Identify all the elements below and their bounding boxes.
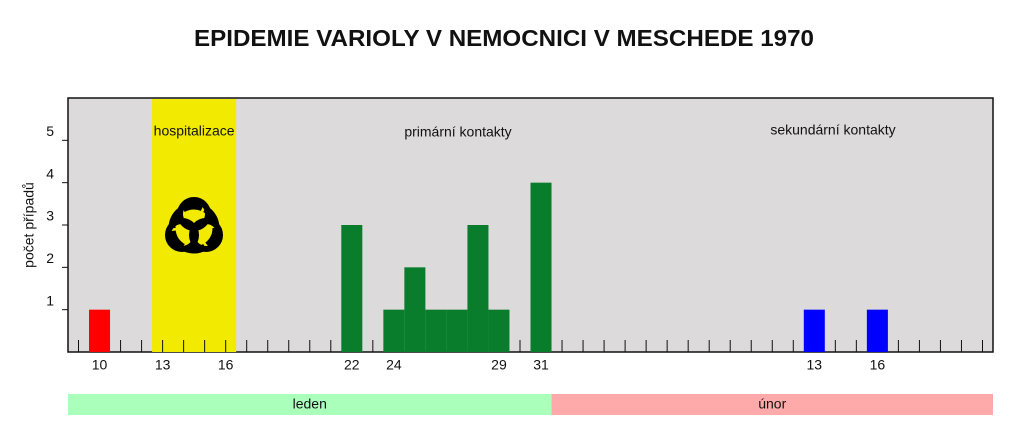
annotation: primární kontakty bbox=[404, 124, 511, 140]
y-tick-label: 4 bbox=[46, 165, 54, 181]
y-tick-label: 1 bbox=[46, 292, 54, 308]
y-tick-label: 2 bbox=[46, 250, 54, 266]
chart-title: EPIDEMIE VARIOLY V NEMOCNICI V MESCHEDE … bbox=[194, 25, 814, 51]
bar bbox=[341, 225, 363, 352]
highlight-label: hospitalizace bbox=[154, 123, 235, 139]
bar bbox=[383, 309, 405, 352]
month-band bbox=[551, 394, 993, 415]
bar bbox=[89, 309, 111, 352]
bar bbox=[425, 309, 447, 352]
y-tick-label: 5 bbox=[46, 123, 54, 139]
bar bbox=[866, 309, 888, 352]
x-tick-label: 24 bbox=[386, 357, 402, 373]
bar bbox=[803, 309, 825, 352]
y-tick-label: 3 bbox=[46, 208, 54, 224]
biohazard-icon bbox=[165, 197, 223, 254]
x-tick-label: 31 bbox=[533, 357, 549, 373]
x-tick-label: 13 bbox=[807, 357, 823, 373]
x-tick-label: 29 bbox=[491, 357, 507, 373]
annotation: sekundární kontakty bbox=[770, 122, 895, 138]
bar bbox=[446, 309, 468, 352]
bar bbox=[530, 182, 552, 352]
x-tick-label: 22 bbox=[344, 357, 360, 373]
y-axis-label: počet případů bbox=[21, 182, 37, 268]
bar bbox=[488, 309, 510, 352]
month-label: leden bbox=[293, 396, 327, 412]
month-band bbox=[68, 394, 552, 415]
x-tick-label: 16 bbox=[870, 357, 886, 373]
x-tick-label: 13 bbox=[155, 357, 171, 373]
x-tick-label: 16 bbox=[218, 357, 234, 373]
x-tick-label: 10 bbox=[92, 357, 108, 373]
bar bbox=[404, 267, 426, 352]
month-label: únor bbox=[758, 396, 786, 412]
marks-layer bbox=[78, 182, 983, 352]
bar bbox=[467, 225, 489, 352]
